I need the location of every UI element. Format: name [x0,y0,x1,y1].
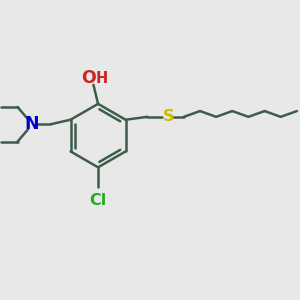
Text: H: H [95,71,108,86]
Text: Cl: Cl [89,193,107,208]
Text: N: N [25,115,39,133]
Text: O: O [82,70,96,88]
Text: S: S [163,109,174,124]
